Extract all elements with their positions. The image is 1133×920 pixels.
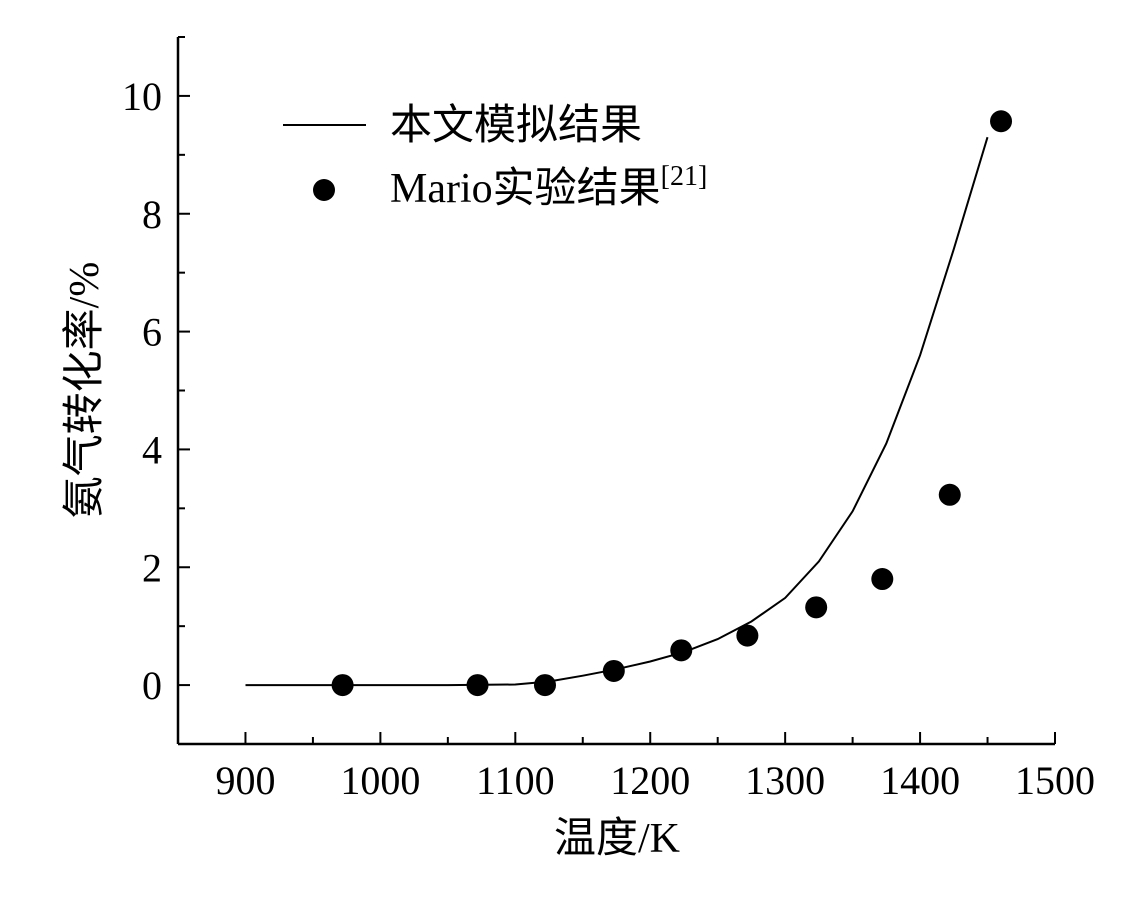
experiment-point [331,674,354,697]
experiment-point [736,624,759,647]
legend-label-experiment-name: Mario实验结果 [390,165,661,212]
legend-label-experiment-superscript: [21] [661,161,708,192]
y-tick-label: 8 [142,192,162,237]
y-tick-label: 6 [142,310,162,355]
experiment-point [871,568,894,591]
series-layer [245,110,1013,697]
experiment-point [938,483,961,506]
simulation-curve [245,136,989,687]
tick-labels: 900 1000 1100 1200 1300 1400 1500 0 2 4 6 8 10 [122,74,1095,803]
x-tick-label: 1500 [1015,758,1095,803]
ticks [178,36,1056,745]
legend-dot-marker [313,179,335,201]
x-tick-label: 1200 [610,758,690,803]
experiment-point [466,674,489,697]
y-axis-title: 氨气转化率/% [61,262,108,519]
y-tick-label: 2 [142,545,162,590]
experiment-point [670,639,693,662]
x-tick-label: 1400 [880,758,960,803]
experiment-point [533,674,556,697]
experiment-point [805,596,828,619]
legend-label-experiment: Mario实验结果[21] [390,161,707,212]
experiment-point [602,659,625,682]
y-tick-label: 0 [142,663,162,708]
x-tick-label: 1100 [476,758,555,803]
x-tick-label: 1000 [340,758,420,803]
y-tick-label: 10 [122,74,162,119]
legend: 本文模拟结果 Mario实验结果[21] [283,102,707,212]
legend-label-simulation: 本文模拟结果 [390,102,642,149]
y-tick-label: 4 [142,427,162,472]
x-tick-label: 900 [215,758,275,803]
experiment-point [990,110,1013,133]
x-tick-label: 1300 [745,758,825,803]
x-axis-title: 温度/K [554,816,680,862]
